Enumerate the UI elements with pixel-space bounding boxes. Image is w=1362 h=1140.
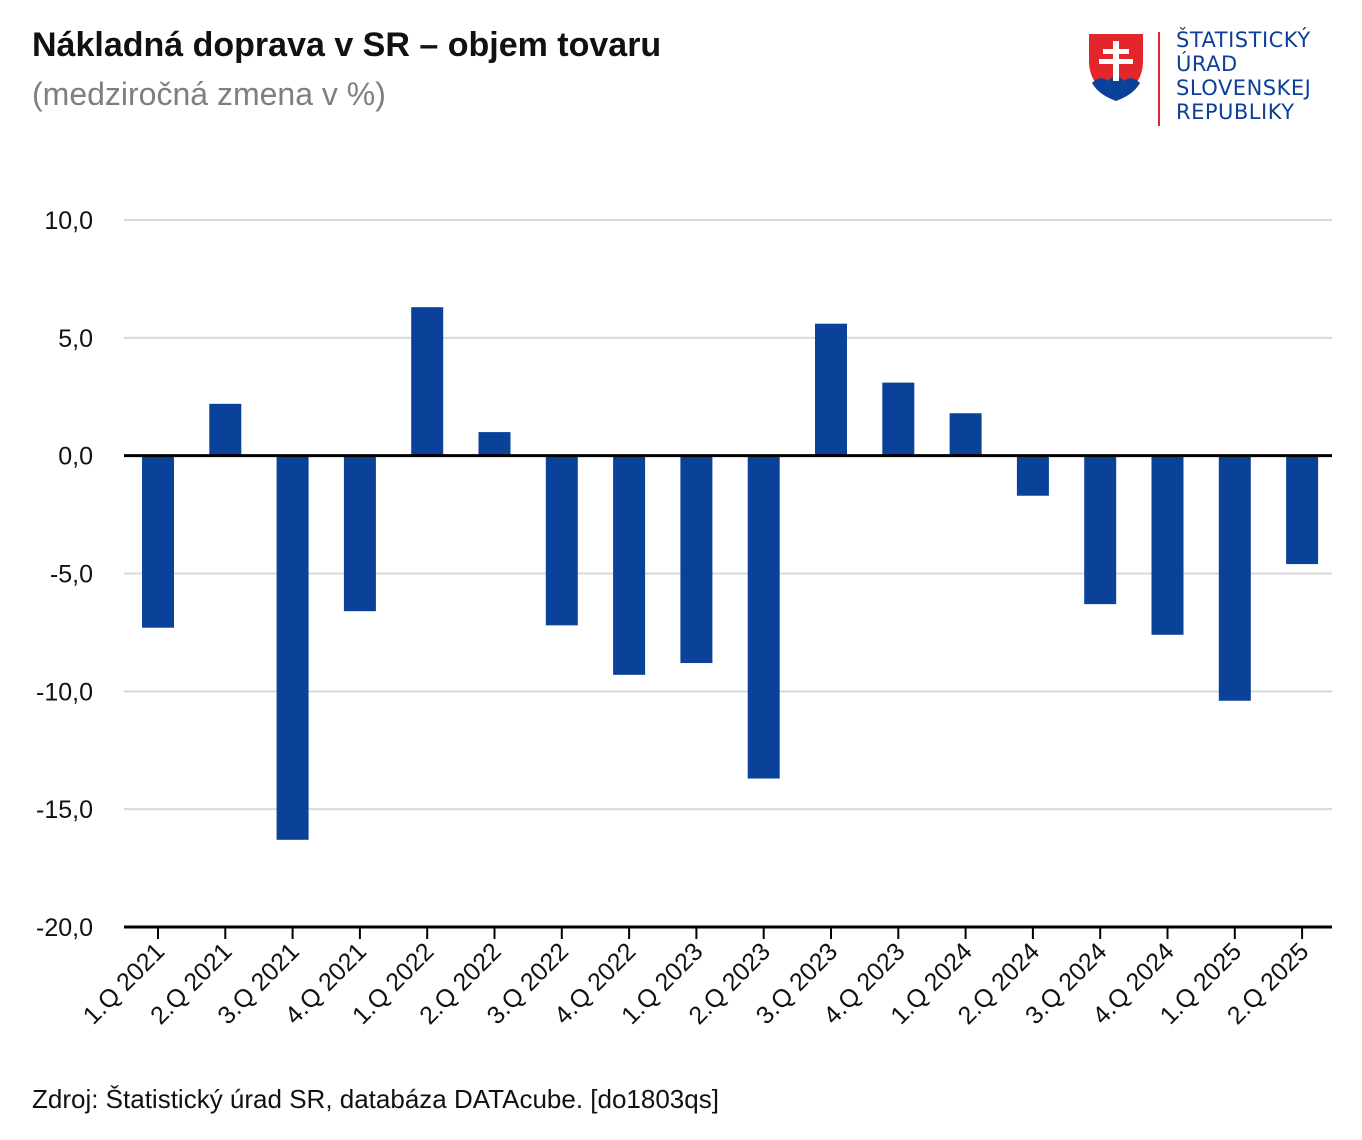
bar-4-q-2023 xyxy=(882,382,915,456)
bar-3-q-2024 xyxy=(1084,455,1117,605)
bar-3-q-2021 xyxy=(276,455,309,840)
bar-3-q-2022 xyxy=(545,455,578,626)
bar-2-q-2025 xyxy=(1286,455,1319,565)
logo-line-3: SLOVENSKEJ xyxy=(1176,76,1312,100)
y-tick-label: 10,0 xyxy=(44,207,93,235)
y-tick-label: 5,0 xyxy=(58,325,93,353)
bar-1-q-2021 xyxy=(142,455,174,628)
bar-4-q-2022 xyxy=(613,455,646,675)
bar-3-q-2023 xyxy=(815,323,847,456)
logo-line-4: REPUBLIKY xyxy=(1176,100,1295,124)
y-axis-ticks: 10,0 5,0 0,0 -5,0 -10,0 -15,0 -20,0 xyxy=(36,207,93,942)
bar-1-q-2024 xyxy=(949,413,982,456)
y-tick-label: -15,0 xyxy=(36,796,93,824)
logo-line-1: ŠTATISTICKÝ xyxy=(1176,28,1311,52)
bar-2-q-2022 xyxy=(478,432,511,456)
chart-title: Nákladná doprava v SR – objem tovaru xyxy=(32,26,662,64)
coat-of-arms-icon xyxy=(1087,32,1145,103)
bar-2-q-2023 xyxy=(747,455,780,779)
bar-4-q-2021 xyxy=(343,455,376,612)
gridlines xyxy=(124,219,1332,811)
y-tick-label: -5,0 xyxy=(50,561,93,589)
y-tick-label: -10,0 xyxy=(36,678,93,706)
bar-2-q-2021 xyxy=(209,403,242,456)
bar-1-q-2022 xyxy=(411,307,444,456)
logo-line-2: ÚRAD xyxy=(1176,52,1238,76)
chart-subtitle: (medziročná zmena v %) xyxy=(32,76,386,112)
y-tick-label: 0,0 xyxy=(58,443,93,471)
y-tick-label: -20,0 xyxy=(36,914,93,942)
bar-4-q-2024 xyxy=(1151,455,1184,635)
bar-2-q-2024 xyxy=(1016,455,1049,496)
bars xyxy=(142,307,1319,840)
logo-text: ŠTATISTICKÝ ÚRAD SLOVENSKEJ REPUBLIKY xyxy=(1176,28,1311,124)
bar-1-q-2025 xyxy=(1218,455,1251,701)
axes xyxy=(124,454,1332,929)
bar-1-q-2023 xyxy=(680,455,713,664)
source-note: Zdroj: Štatistický úrad SR, databáza DAT… xyxy=(32,1084,719,1114)
statistical-office-logo: ŠTATISTICKÝ ÚRAD SLOVENSKEJ REPUBLIKY xyxy=(1086,28,1336,128)
logo-divider xyxy=(1158,32,1160,126)
